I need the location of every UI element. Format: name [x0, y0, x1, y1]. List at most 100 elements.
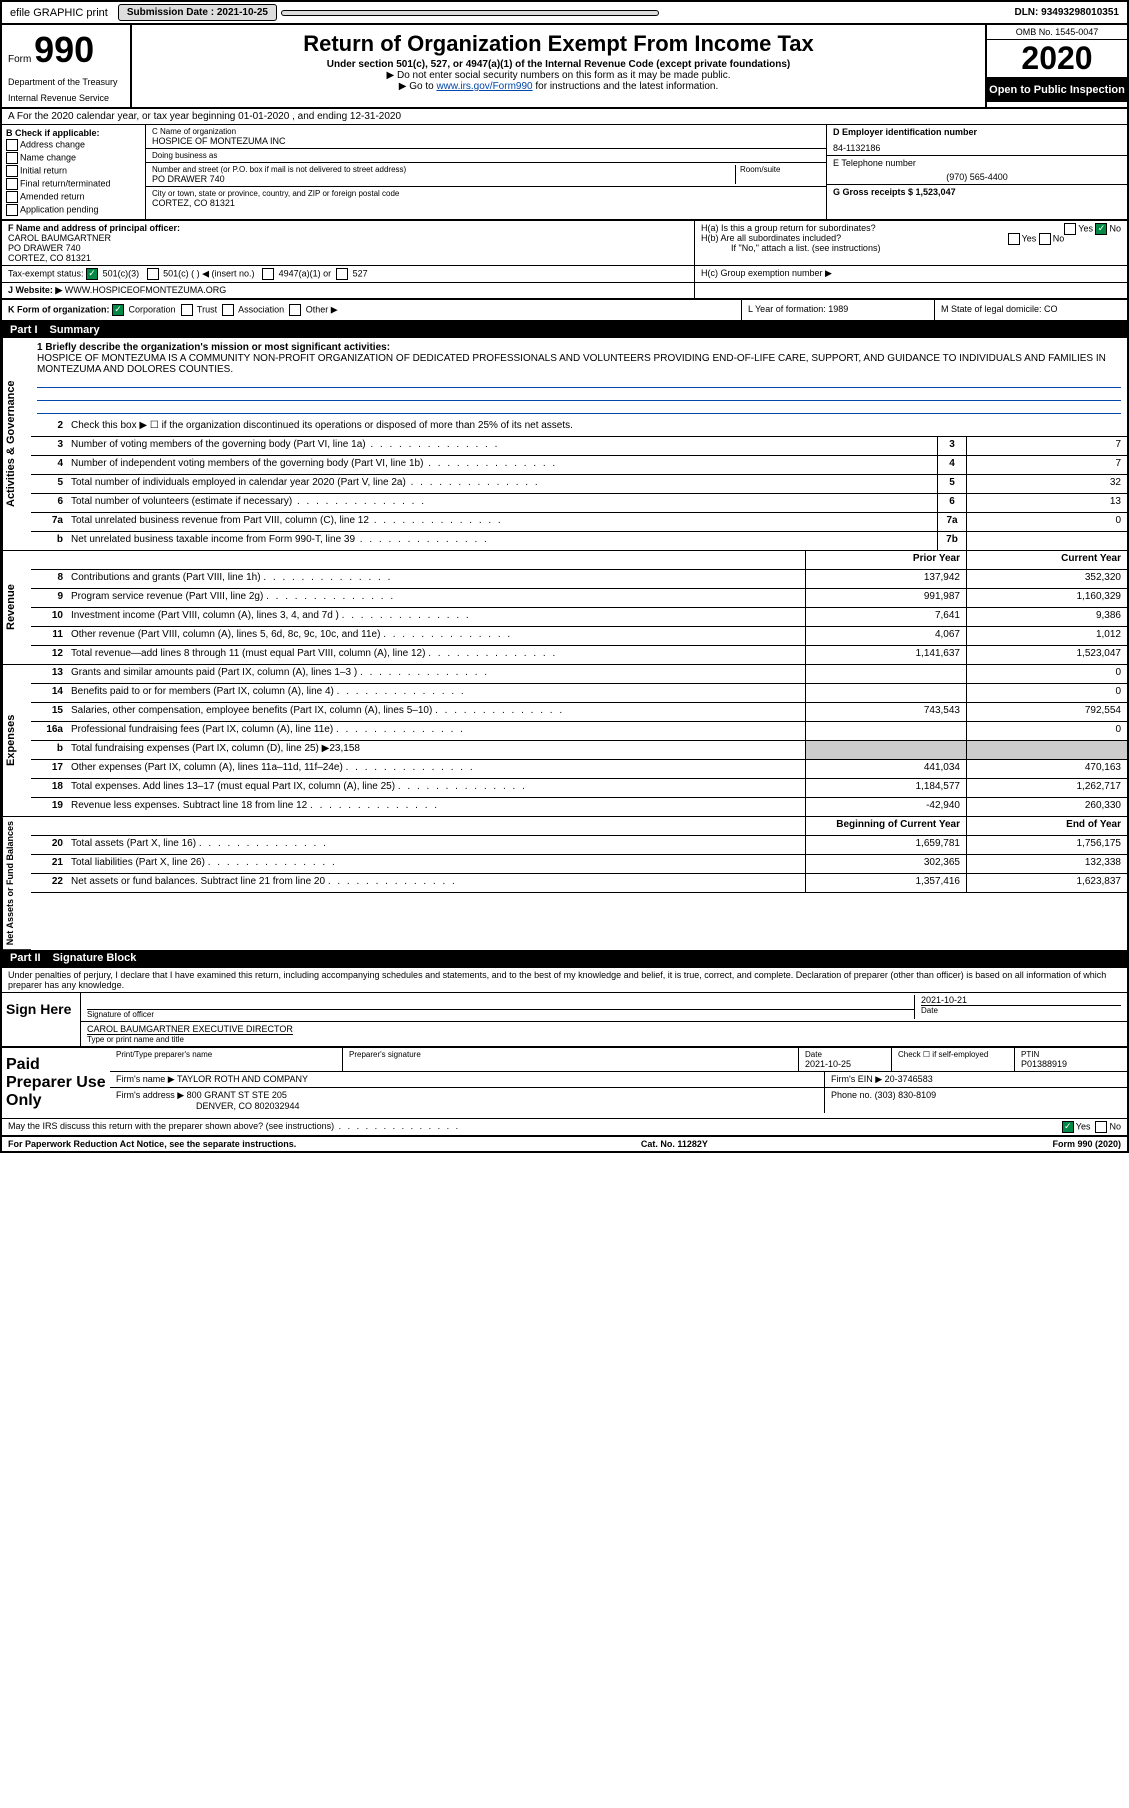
paperwork-notice: For Paperwork Reduction Act Notice, see …: [8, 1139, 296, 1149]
rev-header: Prior Year Current Year: [31, 551, 1127, 570]
officer-name-title: CAROL BAUMGARTNER EXECUTIVE DIRECTOR: [87, 1024, 293, 1034]
form-header: Form 990 Department of the Treasury Inte…: [2, 25, 1127, 109]
discuss-text: May the IRS discuss this return with the…: [8, 1121, 460, 1133]
h-a: H(a) Is this a group return for subordin…: [701, 223, 1121, 233]
prep-sig-label: Preparer's signature: [349, 1050, 792, 1059]
form-990-page: efile GRAPHIC print Submission Date : 20…: [0, 0, 1129, 1153]
table-row: 8 Contributions and grants (Part VIII, l…: [31, 570, 1127, 589]
col-d-ein: D Employer identification number 84-1132…: [826, 125, 1127, 219]
col-c-org-info: C Name of organization HOSPICE OF MONTEZ…: [146, 125, 826, 219]
ssn-note: ▶ Do not enter social security numbers o…: [140, 70, 977, 81]
table-row: 12 Total revenue—add lines 8 through 11 …: [31, 646, 1127, 665]
form-ref: Form 990 (2020): [1052, 1139, 1121, 1149]
table-row: 14 Benefits paid to or for members (Part…: [31, 684, 1127, 703]
table-row: 4 Number of independent voting members o…: [31, 456, 1127, 475]
cat-no: Cat. No. 11282Y: [641, 1139, 708, 1149]
discuss-yes[interactable]: [1062, 1121, 1074, 1133]
ein-label: D Employer identification number: [833, 127, 1121, 137]
header-title-block: Return of Organization Exempt From Incom…: [132, 25, 985, 107]
col-b-checkboxes: B Check if applicable: Address change Na…: [2, 125, 146, 219]
irs-link[interactable]: www.irs.gov/Form990: [436, 81, 532, 92]
org-city: CORTEZ, CO 81321: [152, 198, 820, 208]
form-subtitle: Under section 501(c), 527, or 4947(a)(1)…: [140, 59, 977, 70]
website-url: WWW.HOSPICEOFMONTEZUMA.ORG: [65, 285, 227, 295]
topbar: efile GRAPHIC print Submission Date : 20…: [2, 2, 1127, 25]
cb-assoc[interactable]: [222, 304, 234, 316]
prep-date-label: Date: [805, 1050, 885, 1059]
part2-num: Part II: [10, 952, 53, 964]
addr-label: Number and street (or P.O. box if mail i…: [152, 165, 735, 174]
table-row: b Total fundraising expenses (Part IX, c…: [31, 741, 1127, 760]
table-row: 15 Salaries, other compensation, employe…: [31, 703, 1127, 722]
phone-value: (970) 565-4400: [833, 168, 1121, 182]
cb-final[interactable]: Final return/terminated: [6, 178, 141, 190]
cb-other[interactable]: [289, 304, 301, 316]
dept-treasury: Department of the Treasury: [8, 71, 124, 87]
sig-officer-label: Signature of officer: [87, 1010, 914, 1019]
phone-label: E Telephone number: [833, 158, 1121, 168]
tax-year: 2020: [987, 40, 1127, 78]
part1-title: Summary: [50, 324, 100, 336]
submission-date[interactable]: Submission Date : 2021-10-25: [118, 4, 277, 21]
row-j: J Website: ▶ WWW.HOSPICEOFMONTEZUMA.ORG: [2, 283, 1127, 300]
cb-527[interactable]: [336, 268, 348, 280]
officer-label: F Name and address of principal officer:: [8, 223, 688, 233]
firm-phone: (303) 830-8109: [875, 1090, 937, 1100]
form-990-number: 990: [34, 29, 94, 70]
cb-address[interactable]: Address change: [6, 139, 141, 151]
form-number-box: Form 990 Department of the Treasury Inte…: [2, 25, 132, 107]
part2-header: Part II Signature Block: [2, 950, 1127, 966]
org-name-label: C Name of organization: [152, 127, 820, 136]
side-exp: Expenses: [2, 665, 31, 817]
firm-addr-label: Firm's address ▶: [116, 1090, 184, 1100]
table-row: 9 Program service revenue (Part VIII, li…: [31, 589, 1127, 608]
dba-label: Doing business as: [152, 151, 820, 160]
cb-pending[interactable]: Application pending: [6, 204, 141, 216]
part1-header: Part I Summary: [2, 322, 1127, 338]
city-label: City or town, state or province, country…: [152, 189, 820, 198]
end-year-header: End of Year: [966, 817, 1127, 835]
blank-button[interactable]: [281, 10, 659, 16]
activities-governance: Activities & Governance 1 Briefly descri…: [2, 338, 1127, 551]
table-row: 20 Total assets (Part X, line 16) 1,659,…: [31, 836, 1127, 855]
begin-year-header: Beginning of Current Year: [805, 817, 966, 835]
table-row: 19 Revenue less expenses. Subtract line …: [31, 798, 1127, 817]
cb-initial[interactable]: Initial return: [6, 165, 141, 177]
col-b-header: B Check if applicable:: [6, 128, 141, 138]
table-row: 22 Net assets or fund balances. Subtract…: [31, 874, 1127, 893]
goto-pre: ▶ Go to: [399, 81, 437, 92]
row-k: K Form of organization: Corporation Trus…: [2, 300, 1127, 322]
form-title: Return of Organization Exempt From Incom…: [140, 31, 977, 57]
discuss-no[interactable]: [1095, 1121, 1107, 1133]
sig-date: 2021-10-21: [921, 995, 1121, 1005]
firm-name: TAYLOR ROTH AND COMPANY: [177, 1074, 308, 1084]
goto-note: ▶ Go to www.irs.gov/Form990 for instruct…: [140, 81, 977, 92]
net-header: Beginning of Current Year End of Year: [31, 817, 1127, 836]
line2: 2 Check this box ▶ ☐ if the organization…: [31, 418, 1127, 437]
open-public: Open to Public Inspection: [987, 78, 1127, 102]
check-self[interactable]: Check ☐ if self-employed: [892, 1048, 1015, 1071]
info-grid: B Check if applicable: Address change Na…: [2, 125, 1127, 221]
firm-ein-label: Firm's EIN ▶: [831, 1074, 882, 1084]
org-name: HOSPICE OF MONTEZUMA INC: [152, 136, 820, 146]
ptin-label: PTIN: [1021, 1050, 1121, 1059]
paid-prep-label: Paid Preparer Use Only: [2, 1048, 110, 1118]
cb-corp[interactable]: [112, 304, 124, 316]
cb-501c[interactable]: [147, 268, 159, 280]
officer-name: CAROL BAUMGARTNER: [8, 233, 688, 243]
firm-name-label: Firm's name ▶: [116, 1074, 175, 1084]
mission-text: HOSPICE OF MONTEZUMA IS A COMMUNITY NON-…: [37, 353, 1121, 375]
sig-date-label: Date: [921, 1005, 1121, 1015]
firm-ein: 20-3746583: [885, 1074, 933, 1084]
firm-addr1: 800 GRANT ST STE 205: [187, 1090, 287, 1100]
dept-irs: Internal Revenue Service: [8, 87, 124, 103]
row-i-hc: Tax-exempt status: 501(c)(3) 501(c) ( ) …: [2, 266, 1127, 283]
cb-501c3[interactable]: [86, 268, 98, 280]
revenue-section: Revenue Prior Year Current Year 8 Contri…: [2, 551, 1127, 665]
table-row: 18 Total expenses. Add lines 13–17 (must…: [31, 779, 1127, 798]
cb-amended[interactable]: Amended return: [6, 191, 141, 203]
cb-trust[interactable]: [181, 304, 193, 316]
cb-name[interactable]: Name change: [6, 152, 141, 164]
section-a: A For the 2020 calendar year, or tax yea…: [2, 109, 1127, 125]
cb-4947[interactable]: [262, 268, 274, 280]
